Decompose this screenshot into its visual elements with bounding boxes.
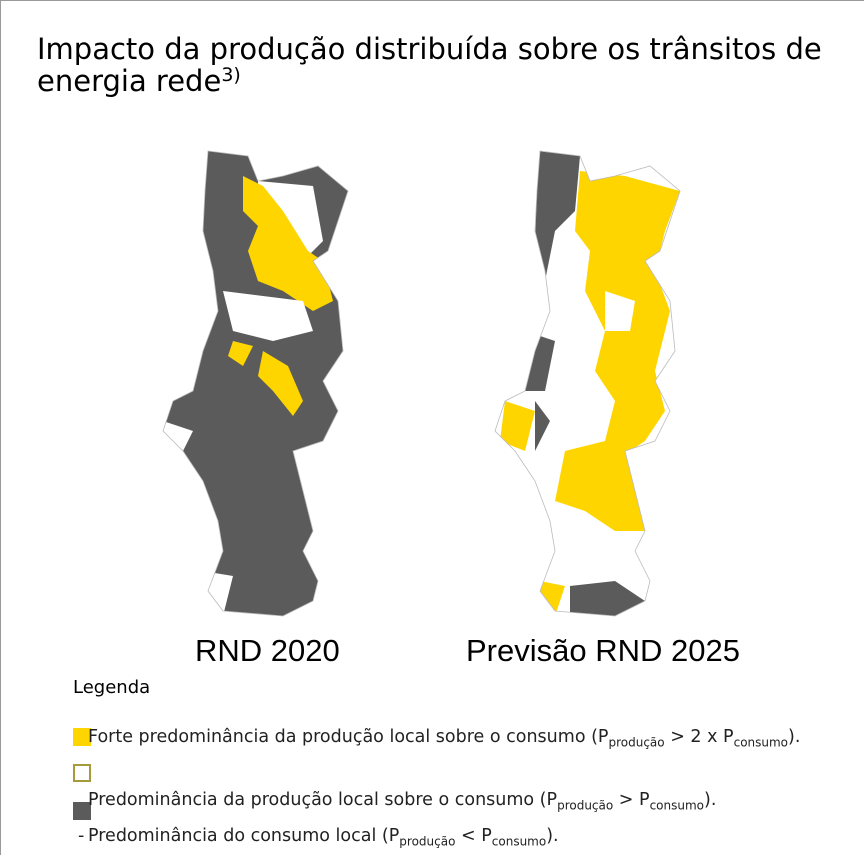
slide-title: Impacto da produção distribuída sobre os… bbox=[37, 33, 837, 97]
subscript: produção bbox=[608, 735, 665, 750]
title-note: 3) bbox=[221, 64, 241, 86]
legend-text: Predominância da produção local sobre o … bbox=[88, 790, 558, 810]
subscript: consumo bbox=[649, 798, 705, 813]
legend-item: Forte predominância da produção local so… bbox=[88, 724, 858, 756]
legend-swatch bbox=[73, 764, 91, 782]
legend-marker: - bbox=[78, 826, 85, 846]
legend-swatch bbox=[73, 728, 91, 746]
map-label: Previsão RND 2025 bbox=[466, 633, 740, 668]
legend-heading: Legenda bbox=[73, 677, 151, 698]
legend-text: Forte predominância da produção local so… bbox=[88, 727, 609, 747]
map-2025 bbox=[494, 150, 681, 617]
legend-swatch bbox=[73, 802, 91, 820]
legend-text: ). bbox=[704, 790, 717, 810]
subscript: consumo bbox=[491, 834, 547, 849]
title-text: Impacto da produção distribuída sobre os… bbox=[37, 32, 822, 98]
legend-text: > 2 x P bbox=[664, 727, 734, 747]
legend-text: Predominância do consumo local (P bbox=[88, 826, 400, 846]
legend-item: Predominância da produção local sobre o … bbox=[88, 787, 858, 819]
subscript: produção bbox=[557, 798, 614, 813]
maps bbox=[162, 150, 681, 617]
subscript: produção bbox=[399, 834, 456, 849]
legend-item: - Predominância do consumo local (Pproduç… bbox=[78, 823, 858, 855]
legend-text: ). bbox=[788, 727, 801, 747]
map-2020 bbox=[162, 150, 349, 617]
legend-text: < P bbox=[455, 826, 492, 846]
legend-text: ). bbox=[546, 826, 559, 846]
subscript: consumo bbox=[733, 735, 789, 750]
map-label: RND 2020 bbox=[195, 633, 340, 668]
legend-text: > P bbox=[613, 790, 650, 810]
